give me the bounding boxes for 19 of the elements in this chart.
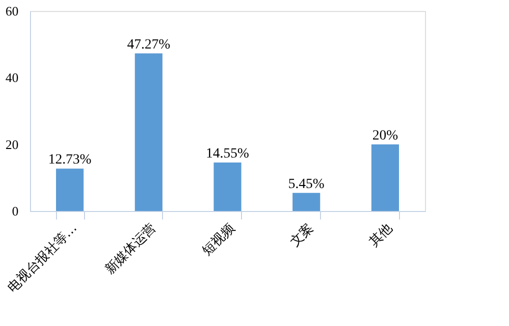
x-tick-label: 新媒体运营 bbox=[102, 220, 160, 278]
data-label: 47.27% bbox=[127, 37, 171, 52]
data-label: 12.73% bbox=[48, 152, 92, 168]
x-tick-label: 电视台报社等… bbox=[5, 220, 80, 296]
x-tick-label: 短视频 bbox=[200, 220, 238, 259]
bar bbox=[214, 162, 242, 211]
data-label: 14.55% bbox=[206, 146, 250, 162]
y-tick-label: 60 bbox=[6, 4, 18, 18]
bar bbox=[371, 144, 399, 211]
x-tick-label: 文案 bbox=[287, 220, 317, 250]
y-tick-label: 40 bbox=[6, 70, 18, 86]
data-label: 20% bbox=[372, 128, 398, 144]
bar bbox=[134, 53, 162, 211]
y-tick-label: 0 bbox=[12, 204, 18, 218]
x-tick-label: 其他 bbox=[366, 220, 396, 250]
data-label: 5.45% bbox=[288, 176, 325, 192]
bar bbox=[56, 168, 84, 211]
bar bbox=[292, 192, 320, 211]
y-tick-label: 20 bbox=[6, 136, 18, 152]
